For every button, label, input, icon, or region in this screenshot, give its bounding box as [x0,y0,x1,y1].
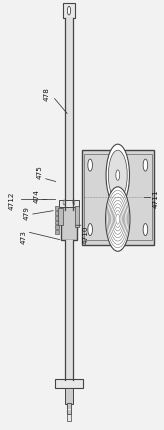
Circle shape [116,171,120,181]
Bar [65,241,73,380]
Circle shape [106,187,130,252]
Bar [61,204,77,241]
Bar [65,19,73,211]
Circle shape [88,160,92,172]
Bar [59,201,79,207]
Circle shape [88,224,92,236]
Bar [55,379,83,389]
Text: 474: 474 [33,189,40,203]
Circle shape [63,200,65,206]
Text: 4710: 4710 [82,225,88,243]
Bar [75,206,79,228]
Text: 4711: 4711 [152,189,158,207]
Bar [55,216,59,220]
Bar [55,221,59,225]
Bar [55,207,59,211]
Bar [65,388,73,404]
Text: 478: 478 [43,87,49,101]
Circle shape [106,145,130,206]
Text: 479: 479 [24,206,30,220]
Text: 473: 473 [20,230,26,243]
Circle shape [67,7,71,16]
Text: 475: 475 [37,165,43,179]
Circle shape [73,200,75,206]
Bar [82,150,154,245]
Bar [55,226,59,230]
Bar [58,209,63,226]
Bar [63,4,75,19]
Circle shape [143,224,148,236]
Bar [55,212,59,215]
Bar [67,403,72,415]
Bar [84,155,152,241]
Circle shape [143,160,148,172]
Circle shape [108,151,127,200]
Bar [67,414,71,421]
Text: 4712: 4712 [9,191,15,209]
Bar [55,230,59,234]
